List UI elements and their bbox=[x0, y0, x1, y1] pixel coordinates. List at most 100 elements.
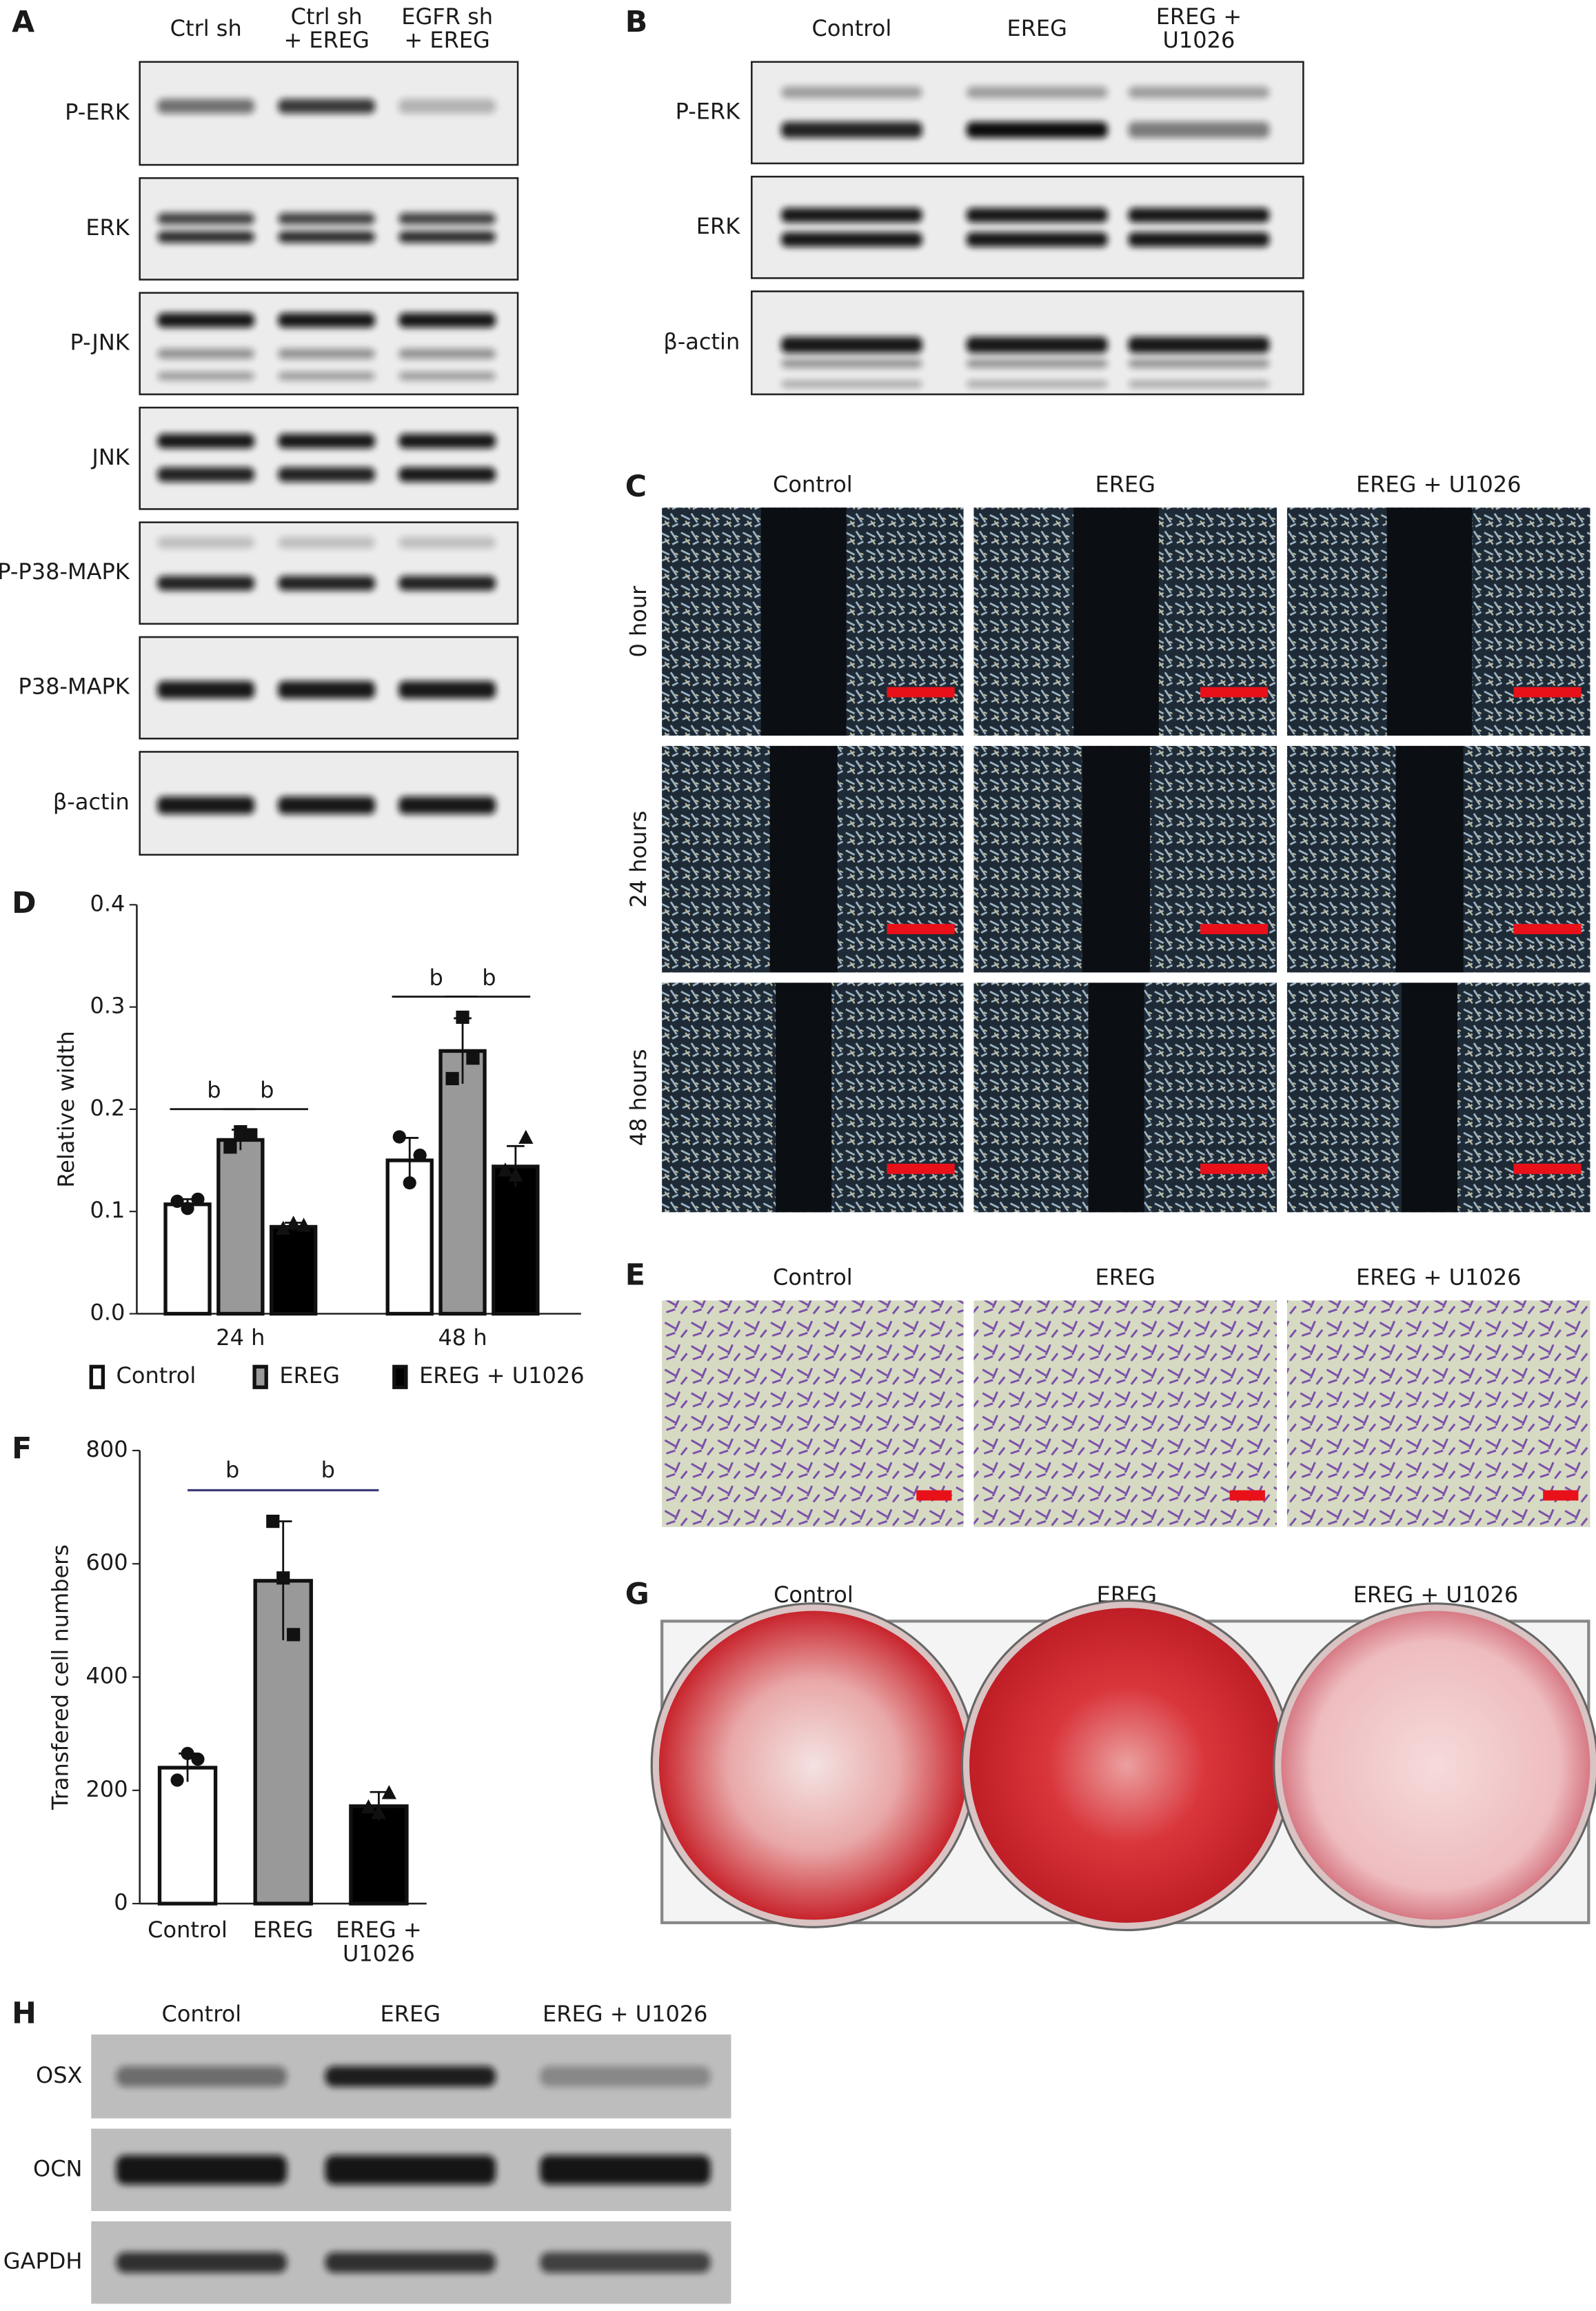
legend-swatch bbox=[89, 1364, 105, 1389]
data-point bbox=[392, 1130, 406, 1144]
blot-band bbox=[780, 380, 922, 388]
data-point bbox=[287, 1628, 301, 1642]
blot-frame bbox=[139, 177, 519, 281]
scale-bar bbox=[1200, 1163, 1269, 1174]
data-point bbox=[181, 1746, 194, 1761]
bar bbox=[349, 1804, 409, 1906]
y-tick-label: 200 bbox=[86, 1776, 128, 1802]
scratch-gap bbox=[769, 745, 838, 973]
blot-frame bbox=[139, 406, 519, 510]
significance-label: b bbox=[429, 965, 443, 991]
data-point bbox=[445, 1071, 459, 1086]
blot-band bbox=[398, 348, 496, 359]
x-tick-label: 24 h bbox=[216, 1324, 265, 1351]
row-label: JNK bbox=[90, 444, 130, 470]
legend-label: Control bbox=[117, 1362, 196, 1389]
blot-band bbox=[966, 380, 1108, 388]
data-point bbox=[296, 1218, 312, 1232]
blot-band bbox=[398, 576, 496, 591]
scale-bar bbox=[887, 924, 955, 935]
blot-band bbox=[278, 576, 376, 591]
blot-band bbox=[157, 231, 255, 243]
panel-label: G bbox=[625, 1577, 649, 1612]
significance-label: b bbox=[207, 1077, 221, 1103]
blot-band bbox=[966, 208, 1108, 223]
blot-band bbox=[278, 212, 376, 225]
scale-bar bbox=[1513, 1163, 1582, 1174]
significance-label: b bbox=[260, 1077, 274, 1103]
row-label: 24 hours bbox=[625, 811, 651, 908]
row-label: P38-MAPK bbox=[18, 674, 130, 700]
scratch-gap bbox=[760, 507, 847, 736]
data-point bbox=[244, 1128, 258, 1142]
bar bbox=[157, 1766, 218, 1906]
blot-band bbox=[1128, 380, 1270, 388]
blot-band bbox=[278, 796, 376, 814]
x-tick-label: EREG bbox=[252, 1918, 314, 1944]
blot-band bbox=[157, 680, 255, 699]
blot-band bbox=[278, 372, 376, 381]
bar bbox=[163, 1202, 212, 1316]
blot-band bbox=[540, 2154, 711, 2185]
blot-band bbox=[398, 467, 496, 483]
data-point bbox=[285, 1215, 301, 1230]
blot-frame bbox=[751, 175, 1304, 279]
blot-band bbox=[966, 232, 1108, 248]
data-point bbox=[498, 1162, 513, 1177]
blot-band bbox=[966, 359, 1108, 368]
bar bbox=[269, 1224, 318, 1316]
data-point bbox=[276, 1220, 291, 1235]
blot-band bbox=[278, 434, 376, 449]
row-label: P-P38-MAPK bbox=[0, 558, 130, 585]
bar bbox=[492, 1164, 540, 1316]
scale-bar bbox=[1513, 687, 1582, 698]
data-point bbox=[466, 1051, 480, 1065]
x-tick-label-box: EREG + U1026 bbox=[336, 1918, 421, 1965]
column-header: Control bbox=[161, 2001, 241, 2027]
x-tick-label-box: Control bbox=[148, 1918, 228, 1941]
blot-band bbox=[157, 99, 255, 114]
blot-band bbox=[398, 536, 496, 549]
blot-band bbox=[966, 121, 1108, 139]
y-tick-label: 600 bbox=[86, 1549, 128, 1575]
y-tick-label: 0.0 bbox=[90, 1299, 125, 1325]
blot-band bbox=[325, 2154, 496, 2185]
scale-bar bbox=[1200, 687, 1269, 698]
blot-band bbox=[278, 312, 376, 328]
bar bbox=[216, 1138, 265, 1316]
legend-label: EREG bbox=[279, 1362, 339, 1389]
row-label: P-JNK bbox=[70, 329, 130, 355]
blot-band bbox=[398, 99, 496, 114]
blot-band bbox=[157, 467, 255, 483]
blot-band bbox=[398, 680, 496, 699]
y-axis-label: Transfered cell numbers bbox=[48, 1544, 74, 1810]
panel-label: H bbox=[12, 1997, 37, 2031]
data-point bbox=[518, 1129, 534, 1144]
data-point bbox=[276, 1571, 290, 1585]
data-point bbox=[234, 1124, 248, 1139]
row-label: OCN bbox=[33, 2155, 82, 2181]
data-point bbox=[381, 1785, 397, 1799]
scratch-gap bbox=[1395, 745, 1464, 973]
significance-label: b bbox=[482, 965, 496, 991]
blot-band bbox=[398, 312, 496, 328]
y-tick-label: 0.3 bbox=[90, 993, 125, 1019]
x-tick-label: 48 h bbox=[438, 1324, 487, 1351]
y-tick-label: 0.4 bbox=[90, 890, 125, 916]
well bbox=[969, 1608, 1284, 1923]
scratch-gap bbox=[776, 982, 832, 1213]
legend-swatch bbox=[392, 1364, 408, 1389]
scratch-gap bbox=[1386, 507, 1473, 736]
data-point bbox=[181, 1202, 194, 1215]
data-point bbox=[223, 1140, 237, 1154]
row-label: OSX bbox=[36, 2062, 82, 2088]
legend-label: EREG + U1026 bbox=[419, 1362, 584, 1389]
row-label: GAPDH bbox=[3, 2248, 83, 2274]
data-point bbox=[371, 1804, 387, 1819]
well bbox=[1281, 1611, 1590, 1920]
scratch-gap bbox=[1088, 982, 1144, 1213]
column-header: EREG + U1026 bbox=[1356, 471, 1521, 497]
blot-band bbox=[116, 2154, 287, 2185]
blot-band bbox=[398, 212, 496, 225]
